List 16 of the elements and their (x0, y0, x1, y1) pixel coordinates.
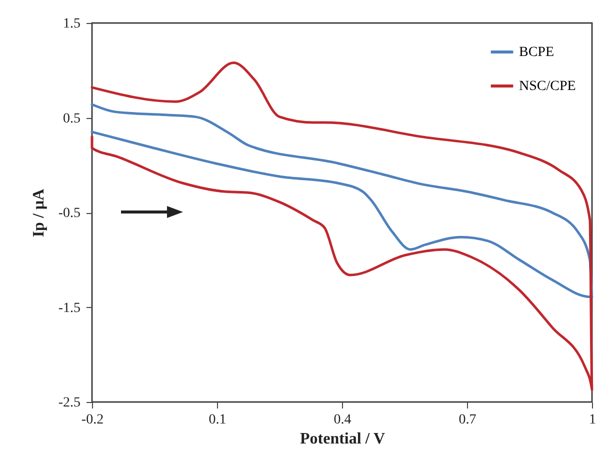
line-series (90, 103, 594, 298)
line-series (90, 62, 594, 391)
x-tick-label: -0.2 (81, 412, 104, 428)
x-axis-title: Potential / V (300, 430, 386, 448)
y-axis-title: Ip / µA (30, 188, 48, 238)
legend-label: BCPE (519, 45, 554, 60)
x-tick-label: 0.1 (208, 412, 226, 428)
x-tick-label: 0.7 (458, 412, 476, 428)
y-tick-label: -1.5 (58, 300, 80, 316)
x-tick-label: 0.4 (334, 412, 352, 428)
legend-label: NSC/CPE (519, 79, 576, 94)
y-tick-label: -0.5 (58, 206, 80, 221)
x-tick-label: 1 (589, 412, 596, 428)
y-tick-label: -2.5 (58, 396, 80, 410)
y-tick-label: 1.5 (63, 16, 80, 32)
y-tick-label: 0.5 (63, 111, 80, 126)
